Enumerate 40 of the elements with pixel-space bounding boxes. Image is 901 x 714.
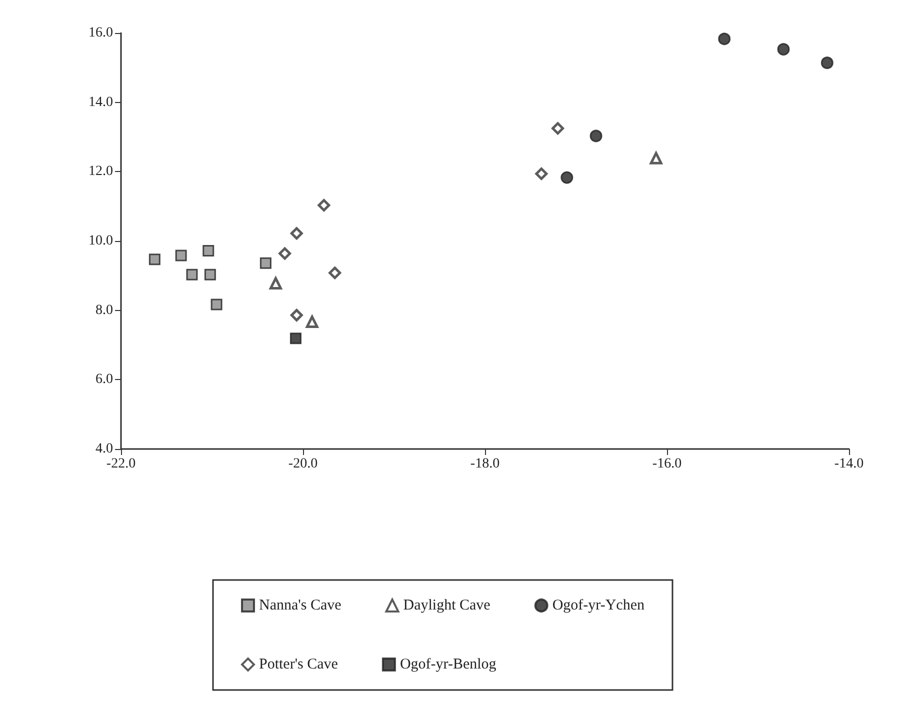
legend-label: Daylight Cave (403, 598, 491, 614)
point (290, 332, 302, 344)
x-tick-label: -20.0 (288, 456, 318, 472)
point (278, 247, 292, 260)
point (202, 244, 214, 256)
y-tick-label: 12.0 (88, 164, 113, 180)
y-tick-label: 16.0 (88, 26, 113, 40)
point (186, 268, 198, 280)
x-tick-label: -14.0 (834, 456, 864, 472)
legend-label: Nanna's Cave (259, 598, 342, 614)
point (820, 56, 834, 70)
point (777, 43, 790, 56)
point (650, 152, 662, 164)
point (269, 277, 282, 290)
point (535, 167, 548, 180)
point (260, 257, 272, 269)
x-tick-label: -16.0 (652, 456, 682, 472)
legend-label: Ogof-yr-Benlog (400, 656, 497, 672)
point (560, 171, 574, 184)
x-tick-label: -22.0 (106, 456, 136, 472)
point (318, 199, 330, 212)
point (590, 130, 602, 142)
point (552, 122, 564, 135)
legend-label: Ogof-yr-Ychen (552, 598, 645, 614)
point (175, 250, 187, 262)
point (290, 308, 303, 322)
y-tick-label: 4.0 (96, 442, 113, 456)
y-tick-label: 10.0 (88, 234, 113, 248)
point (210, 298, 222, 310)
point (148, 254, 160, 266)
point (290, 227, 303, 240)
y-tick-label: 14.0 (88, 94, 113, 110)
point (204, 268, 216, 280)
point (718, 32, 731, 46)
y-tick-label: 6.0 (96, 372, 113, 388)
point (328, 266, 342, 280)
point (306, 316, 318, 328)
legend-label: Potter's Cave (259, 656, 338, 672)
y-tick-label: 8.0 (96, 302, 113, 318)
x-tick-label: -18.0 (470, 456, 500, 472)
